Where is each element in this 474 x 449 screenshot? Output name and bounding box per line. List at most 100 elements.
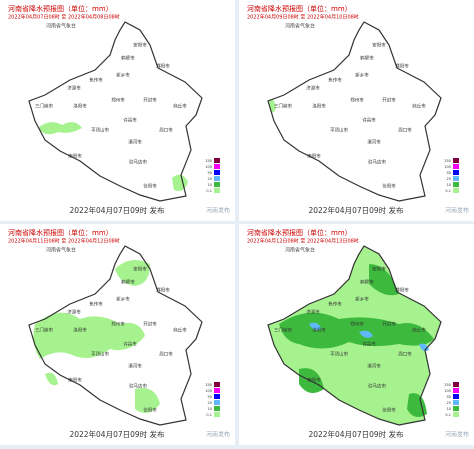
legend-label: 0.1: [206, 189, 212, 193]
legend-label: 10: [208, 183, 212, 187]
agency: 河南省气象台: [46, 247, 76, 254]
city-label: 漯河市: [128, 139, 142, 146]
forecast-panel: 河南省降水预报图（单位：mm） 2022年04月07日08时 至 2022年04月…: [0, 0, 235, 221]
legend-label: 25: [208, 177, 212, 181]
city-label: 许昌市: [123, 341, 137, 348]
legend-label: 100: [444, 389, 451, 393]
legend-swatch: [453, 158, 459, 163]
forecast-period: 2022年04月11日08时 至 2022年04月12日08时: [8, 238, 120, 245]
city-label: 安阳市: [133, 42, 147, 49]
city-label: 三门峡市: [274, 103, 292, 110]
city-label: 南阳市: [307, 153, 321, 160]
city-label: 焦作市: [328, 77, 342, 84]
legend-label: 25: [447, 177, 451, 181]
city-label: 新乡市: [355, 72, 369, 79]
city-label: 平顶山市: [330, 351, 348, 358]
city-label: 驻马店市: [368, 159, 386, 166]
city-label: 濮阳市: [395, 287, 409, 294]
legend-swatch: [453, 188, 459, 193]
city-label: 商丘市: [173, 103, 187, 110]
city-label: 信阳市: [382, 183, 396, 190]
legend-label: 50: [208, 171, 212, 175]
legend-swatch: [214, 382, 220, 387]
legend-swatch: [214, 388, 220, 393]
city-label: 信阳市: [143, 407, 157, 414]
legend-swatch: [214, 164, 220, 169]
legend-label: 10: [447, 183, 451, 187]
forecast-panel: 河南省降水预报图（单位：mm） 2022年04月11日08时 至 2022年04月…: [0, 224, 235, 445]
city-label: 平顶山市: [91, 351, 109, 358]
city-label: 开封市: [143, 321, 157, 328]
legend-swatch: [453, 400, 459, 405]
legend-label: 50: [208, 395, 212, 399]
city-label: 济源市: [67, 309, 81, 316]
legend-label: 10: [208, 407, 212, 411]
city-label: 周口市: [159, 351, 173, 358]
legend-label: 250: [205, 383, 212, 387]
forecast-period: 2022年04月07日08时 至 2022年04月08日08时: [8, 14, 120, 21]
city-label: 商丘市: [412, 327, 426, 334]
rain-area: [279, 312, 434, 349]
city-label: 新乡市: [116, 296, 130, 303]
city-label: 濮阳市: [395, 63, 409, 70]
city-label: 三门峡市: [35, 327, 53, 334]
rain-area: [309, 322, 321, 331]
province-outline: [267, 245, 442, 426]
legend-label: 10: [447, 407, 451, 411]
legend-label: 50: [447, 395, 451, 399]
city-label: 南阳市: [68, 377, 82, 384]
city-label: 平顶山市: [91, 127, 109, 134]
city-label: 洛阳市: [73, 327, 87, 334]
legend-swatch: [453, 176, 459, 181]
city-label: 鹤壁市: [121, 55, 135, 62]
city-label: 许昌市: [123, 117, 137, 124]
city-label: 周口市: [159, 127, 173, 134]
legend-label: 250: [444, 383, 451, 387]
city-label: 漯河市: [128, 363, 142, 370]
rain-area: [33, 312, 146, 359]
legend-label: 0.1: [206, 413, 212, 417]
watermark: 河南发布: [206, 431, 230, 439]
city-label: 郑州市: [111, 97, 125, 104]
city-label: 安阳市: [372, 42, 386, 49]
panel-title: 河南省降水预报图（单位：mm）: [8, 4, 113, 13]
city-label: 开封市: [143, 97, 157, 104]
forecast-panel: 河南省降水预报图（单位：mm） 2022年04月12日08时 至 2022年04月…: [239, 224, 474, 445]
legend-swatch: [453, 406, 459, 411]
rain-area: [115, 260, 150, 286]
legend-label: 100: [205, 165, 212, 169]
city-label: 南阳市: [307, 377, 321, 384]
city-label: 新乡市: [116, 72, 130, 79]
legend-swatch: [214, 406, 220, 411]
panel-title: 河南省降水预报图（单位：mm）: [247, 4, 352, 13]
legend-swatch: [453, 164, 459, 169]
legend-label: 250: [205, 159, 212, 163]
issued-time: 2022年04月07日09时 发布: [69, 429, 165, 439]
city-label: 信阳市: [382, 407, 396, 414]
map: 河南省降水预报图（单位：mm）2022年04月12日08时 至 2022年04月…: [247, 228, 469, 439]
city-label: 郑州市: [350, 321, 364, 328]
forecast-panel: 河南省降水预报图（单位：mm） 2022年04月09日08时 至 2022年04月…: [239, 0, 474, 221]
city-label: 平顶山市: [330, 127, 348, 134]
legend-label: 25: [208, 401, 212, 405]
province-outline: [28, 245, 203, 426]
rain-area: [359, 330, 373, 338]
rain-area: [135, 388, 160, 413]
rain-area: [369, 264, 399, 296]
city-label: 鹤壁市: [360, 55, 374, 62]
forecast-period: 2022年04月09日08时 至 2022年04月10日08时: [247, 14, 359, 21]
legend-swatch: [214, 176, 220, 181]
city-label: 开封市: [382, 97, 396, 104]
agency: 河南省气象台: [46, 23, 76, 30]
city-label: 焦作市: [89, 77, 103, 84]
city-label: 安阳市: [372, 266, 386, 273]
province-outline: [28, 21, 203, 202]
legend-swatch: [453, 382, 459, 387]
panel-title: 河南省降水预报图（单位：mm）: [247, 228, 352, 237]
city-label: 焦作市: [328, 301, 342, 308]
rain-area: [407, 393, 427, 418]
legend-swatch: [453, 182, 459, 187]
legend-swatch: [453, 170, 459, 175]
city-label: 驻马店市: [368, 383, 386, 390]
